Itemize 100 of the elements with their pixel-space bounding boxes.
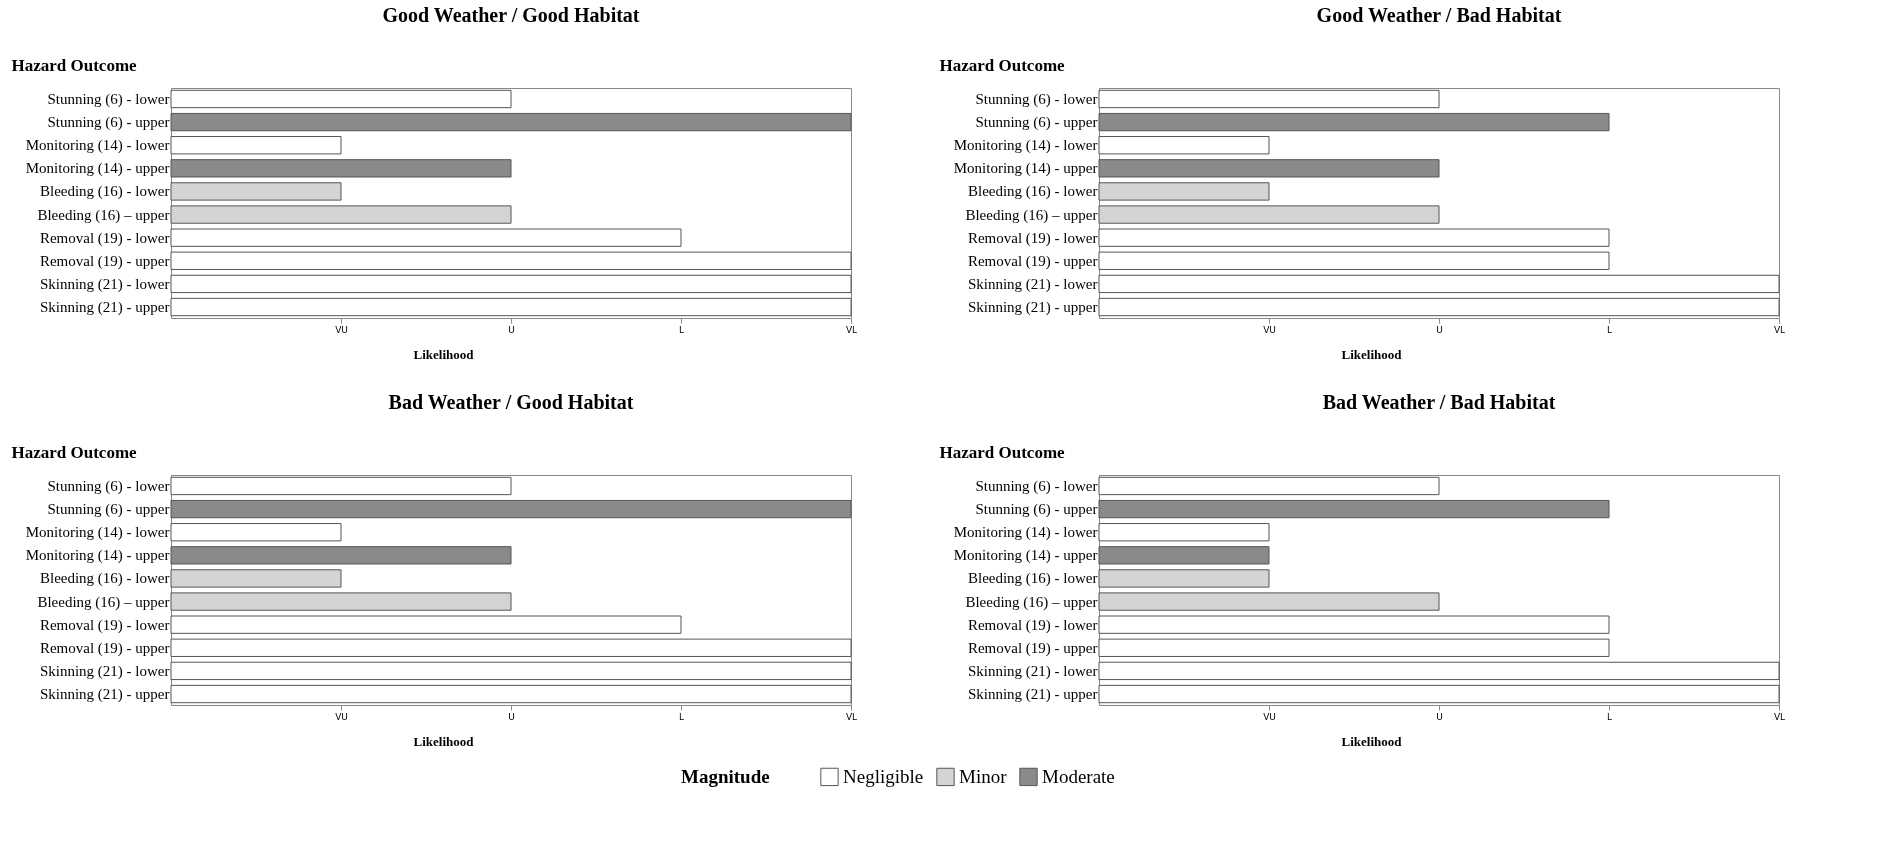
- y-tick-label: Skinning (21) - lower: [967, 662, 1098, 680]
- bar: [170, 523, 342, 542]
- bar: [170, 251, 852, 270]
- y-tick-label: Bleeding (16) - lower: [967, 570, 1098, 588]
- y-tick-label: Removal (19) - upper: [967, 639, 1098, 657]
- text: U: [1436, 324, 1443, 335]
- legend-label: Minor: [959, 765, 1008, 787]
- y-tick-label: Bleeding (16) - lower: [967, 183, 1098, 201]
- y-tick-label: Skinning (21) - upper: [39, 686, 170, 704]
- bar: [170, 661, 852, 681]
- text: L: [1606, 324, 1613, 335]
- bar: [170, 182, 342, 201]
- text: VU: [1263, 324, 1276, 335]
- y-tick-label: Stunning (6) - lower: [47, 90, 170, 108]
- y-tick-label: Stunning (6) - lower: [47, 477, 170, 495]
- y-tick-label: Stunning (6) - lower: [975, 477, 1098, 495]
- chart-title: Good Weather / Bad Habitat: [1316, 4, 1562, 26]
- bar: [170, 638, 852, 657]
- bar: [1098, 684, 1780, 704]
- x-axis-title: Likelihood: [1341, 346, 1403, 362]
- x-axis-title: Likelihood: [413, 733, 475, 749]
- y-tick-label: Skinning (21) - lower: [967, 275, 1098, 293]
- text: VU: [335, 324, 348, 335]
- y-tick-label: Removal (19) - upper: [39, 639, 170, 657]
- y-tick-label: Removal (19) - upper: [967, 252, 1098, 270]
- bar: [1098, 297, 1780, 317]
- text: U: [508, 324, 515, 335]
- bar: [170, 592, 512, 611]
- y-tick-label: Monitoring (14) - upper: [953, 160, 1098, 178]
- legend-label: Negligible: [843, 765, 924, 787]
- text: L: [1606, 711, 1613, 722]
- y-tick-label: Removal (19) - lower: [967, 616, 1098, 634]
- y-tick-label: Removal (19) - upper: [39, 252, 170, 270]
- x-axis-title: Likelihood: [1341, 733, 1403, 749]
- text: U: [508, 711, 515, 722]
- bar: [1098, 523, 1270, 542]
- y-tick-label: Monitoring (14) - lower: [953, 524, 1098, 542]
- bar: [1098, 592, 1440, 611]
- text: U: [1436, 711, 1443, 722]
- y-axis-title: Hazard Outcome: [11, 55, 138, 75]
- y-tick-label: Monitoring (14) - lower: [25, 137, 170, 155]
- bar: [170, 684, 852, 704]
- y-tick-label: Monitoring (14) - lower: [953, 137, 1098, 155]
- y-tick-label: Skinning (21) - lower: [39, 275, 170, 293]
- text: VL: [845, 711, 858, 722]
- y-tick-label: Removal (19) - lower: [39, 616, 170, 634]
- y-tick-label: Skinning (21) - upper: [967, 299, 1098, 317]
- y-tick-label: Removal (19) - lower: [967, 229, 1098, 247]
- chart-title: Bad Weather / Good Habitat: [388, 391, 634, 413]
- y-tick-label: Skinning (21) - upper: [967, 686, 1098, 704]
- bar: [1098, 136, 1270, 155]
- text: VL: [1773, 324, 1786, 335]
- y-tick-label: Stunning (6) - lower: [975, 90, 1098, 108]
- bar: [170, 297, 852, 317]
- y-tick-label: Bleeding (16) – upper: [965, 206, 1098, 224]
- y-tick-label: Stunning (6) - upper: [975, 501, 1098, 519]
- bar: [1098, 89, 1440, 109]
- y-axis-title: Hazard Outcome: [939, 55, 1066, 75]
- bar: [170, 205, 512, 224]
- bar: [170, 476, 512, 496]
- y-tick-label: Stunning (6) - upper: [47, 501, 170, 519]
- bar: [1098, 476, 1440, 496]
- y-tick-label: Removal (19) - lower: [39, 229, 170, 247]
- chart-title: Bad Weather / Bad Habitat: [1322, 391, 1556, 413]
- chart-title: Good Weather / Good Habitat: [382, 4, 640, 26]
- bar: [170, 89, 512, 109]
- text: VU: [335, 711, 348, 722]
- x-axis-title: Likelihood: [413, 346, 475, 362]
- bar: [170, 136, 342, 155]
- bar: [1098, 615, 1610, 634]
- y-tick-label: Monitoring (14) - lower: [25, 524, 170, 542]
- y-tick-label: Stunning (6) - upper: [975, 114, 1098, 132]
- bar: [1098, 569, 1270, 588]
- legend-title: Magnitude: [681, 766, 770, 787]
- bar: [170, 228, 682, 247]
- legend-label: Moderate: [1042, 765, 1115, 787]
- text: L: [678, 324, 685, 335]
- bar: [1098, 274, 1780, 294]
- text: VU: [1263, 711, 1276, 722]
- y-tick-label: Bleeding (16) - lower: [39, 183, 170, 201]
- bar: [170, 274, 852, 294]
- bar: [1098, 205, 1440, 224]
- y-tick-label: Stunning (6) - upper: [47, 114, 170, 132]
- y-tick-label: Skinning (21) - lower: [39, 662, 170, 680]
- y-tick-label: Bleeding (16) – upper: [37, 593, 170, 611]
- bar: [1098, 228, 1610, 247]
- bar: [170, 615, 682, 634]
- y-tick-label: Monitoring (14) - upper: [25, 160, 170, 178]
- bar: [170, 569, 342, 588]
- text: VL: [1773, 711, 1786, 722]
- y-tick-label: Bleeding (16) – upper: [965, 593, 1098, 611]
- text: VL: [845, 324, 858, 335]
- y-tick-label: Bleeding (16) - lower: [39, 570, 170, 588]
- y-axis-title: Hazard Outcome: [11, 442, 138, 462]
- y-axis-title: Hazard Outcome: [939, 442, 1066, 462]
- y-tick-label: Monitoring (14) - upper: [25, 547, 170, 565]
- bar: [1098, 251, 1610, 270]
- bar: [1098, 661, 1780, 681]
- bar: [1098, 182, 1270, 201]
- text: L: [678, 711, 685, 722]
